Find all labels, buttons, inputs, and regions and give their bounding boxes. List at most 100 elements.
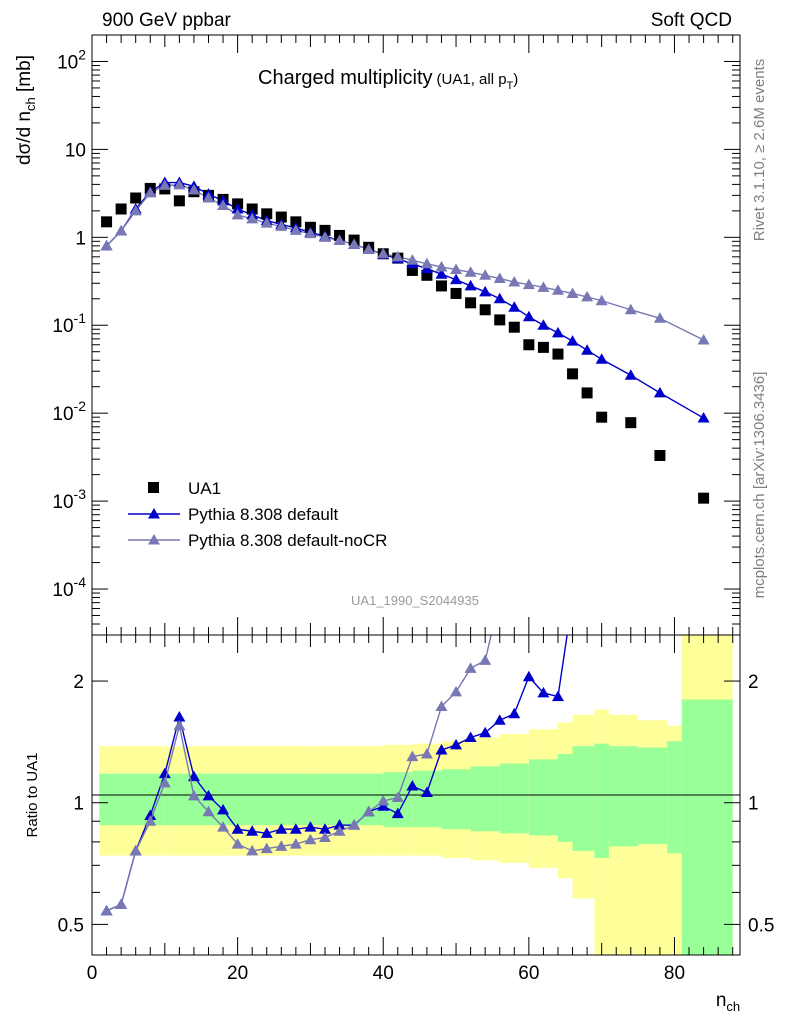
ratio-series-0-point <box>202 789 215 801</box>
series-1-point <box>566 335 579 346</box>
series-0-point <box>450 287 462 299</box>
ratio-series-1-point <box>231 838 244 849</box>
series-1-point <box>508 301 521 312</box>
ratio-series-1-point <box>391 791 404 803</box>
series-0-point <box>406 264 418 276</box>
series-2-point <box>333 234 346 246</box>
inner-uncertainty-band <box>499 763 529 834</box>
rivet-label: Rivet 3.1.10, ≥ 2.6M events <box>751 59 768 242</box>
inner-uncertainty-band <box>681 699 733 955</box>
process-label: Soft QCD <box>651 10 732 31</box>
ratio-series-1-point <box>494 593 506 604</box>
main-y-tick-label: 10-3 <box>52 486 86 513</box>
inner-uncertainty-band <box>237 773 311 826</box>
legend-label: Pythia 8.308 default <box>188 505 339 524</box>
series-0-point <box>581 387 593 399</box>
x-tick-label: 20 <box>227 963 248 984</box>
ratio-series-1-point <box>100 904 113 916</box>
series-0-point <box>465 297 477 309</box>
series-2-point <box>187 184 200 195</box>
series-0-point <box>275 211 287 223</box>
series-2-point <box>318 231 331 242</box>
inner-uncertainty-band <box>164 773 238 826</box>
inner-uncertainty-band <box>572 746 595 851</box>
series-2-point <box>566 287 579 298</box>
ratio-series-1-point <box>202 805 215 817</box>
series-2-point <box>493 272 506 284</box>
ratio-series-1-point <box>144 815 157 826</box>
ratio-y-tick-label-right: 1 <box>748 794 759 815</box>
series-2-point <box>508 276 521 287</box>
series-0-point <box>552 348 564 360</box>
x-tick-label: 40 <box>373 963 394 984</box>
ratio-series-0-point <box>406 779 419 791</box>
ratio-series-1-point <box>435 700 448 712</box>
analysis-id: UA1_1990_S2044935 <box>351 593 479 608</box>
series-0-point <box>596 411 608 423</box>
series-2-point <box>231 208 244 220</box>
series-2-point <box>537 281 550 292</box>
series-2-point <box>115 225 128 236</box>
series-2-point <box>522 278 535 290</box>
series-1-point <box>624 369 637 380</box>
ratio-series-0-point <box>260 827 273 838</box>
inner-uncertainty-band <box>528 759 558 836</box>
series-0-point <box>173 195 185 207</box>
inner-uncertainty-band <box>310 773 384 826</box>
series-2-point <box>348 238 361 249</box>
series-2-point <box>464 266 477 277</box>
inner-uncertainty-band <box>412 770 442 828</box>
ratio-plot-frame <box>91 634 741 956</box>
series-0-point <box>698 492 710 504</box>
ratio-series-1-point <box>348 819 361 830</box>
ratio-series-1-point <box>479 654 492 665</box>
series-2-point <box>362 243 375 254</box>
ratio-y-axis-label: Ratio to UA1 <box>24 752 41 837</box>
ratio-series-0-point <box>479 726 492 738</box>
legend-marker <box>148 482 159 493</box>
ratio-series-1-point <box>406 750 419 762</box>
ratio-series-1-point <box>260 842 273 854</box>
series-2-point <box>551 284 564 295</box>
main-y-tick-label: 10-2 <box>52 398 86 425</box>
ratio-series-0-point <box>450 738 463 750</box>
series-2-point <box>624 303 637 315</box>
ratio-series-0-point <box>173 710 186 722</box>
series-0-point <box>261 208 273 220</box>
legend-label: Pythia 8.308 default-noCR <box>188 531 387 550</box>
ratio-y-tick-label-right: 2 <box>748 672 759 693</box>
main-y-tick-label: 1 <box>75 228 86 249</box>
ratio-series-1-point <box>377 794 390 806</box>
ratio-series-0-point <box>304 821 317 832</box>
series-2-point <box>479 269 492 280</box>
series-2-point <box>173 178 186 190</box>
ratio-series-1-point <box>115 898 128 910</box>
ratio-series-1-line <box>106 635 492 912</box>
ratio-series-0-point <box>231 823 244 834</box>
main-plot-panel: Charged multiplicity (UA1, all pT) UA1_19… <box>14 34 741 636</box>
series-2-point <box>581 290 594 302</box>
ratio-series-1-point <box>450 685 463 697</box>
series-0-point <box>479 304 491 316</box>
series-2-line <box>106 184 704 341</box>
ratio-series-0-point <box>377 800 390 811</box>
ratio-y-tick-label: 1 <box>73 794 84 815</box>
ratio-series-0-point <box>508 707 521 719</box>
series-0-point <box>508 321 520 333</box>
ratio-series-1-point <box>158 776 171 788</box>
series-1-point <box>464 279 477 291</box>
legend: UA1 Pythia 8.308 default Pythia 8.308 defa… <box>128 479 387 550</box>
ratio-series-1-point <box>420 747 433 759</box>
ratio-series-0-point <box>158 767 171 779</box>
series-0-point <box>421 269 433 281</box>
series-1-point <box>450 273 463 285</box>
x-tick-label: 80 <box>664 963 685 984</box>
ratio-series-1-point <box>187 789 200 801</box>
ratio-series-0-point <box>246 825 259 836</box>
series-2-point <box>217 199 230 211</box>
series-2-point <box>406 254 419 265</box>
series-0-point <box>494 314 506 326</box>
series-2-point <box>377 247 390 259</box>
x-tick-label: 60 <box>518 963 539 984</box>
series-0-point <box>537 341 549 353</box>
